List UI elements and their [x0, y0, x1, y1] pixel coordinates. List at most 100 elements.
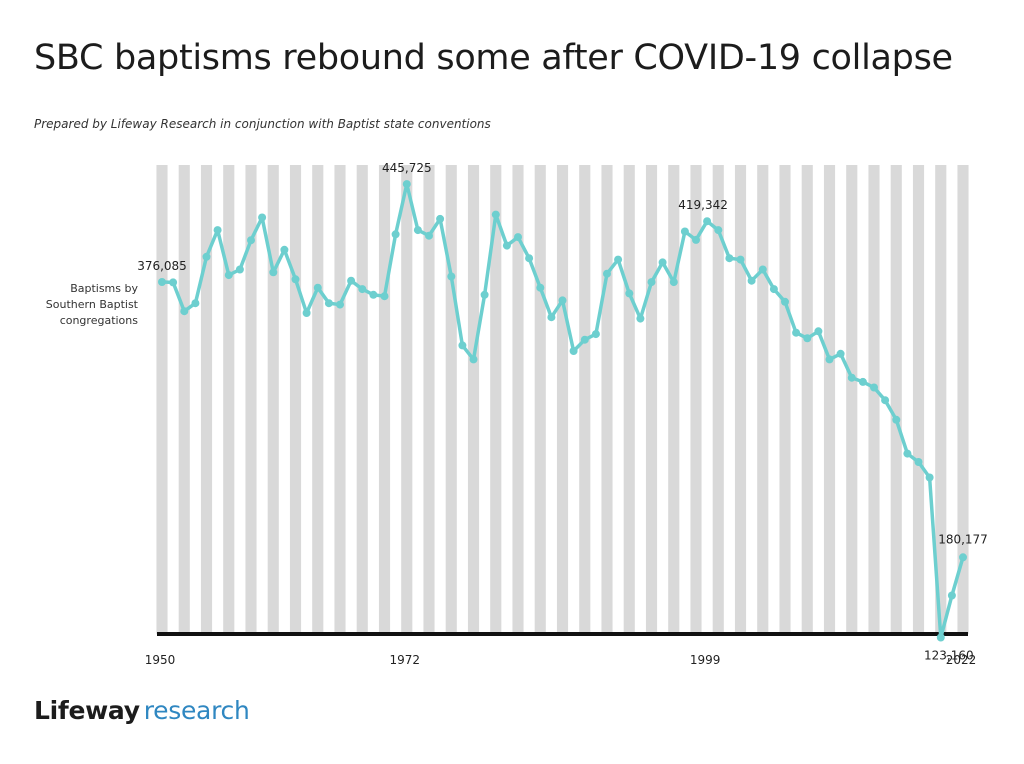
stripe-band	[556, 165, 569, 634]
logo-word-research: research	[143, 696, 250, 725]
data-point	[469, 355, 478, 364]
stripe-band	[534, 165, 546, 634]
x-tick-label: 1999	[690, 653, 721, 667]
data-point	[447, 272, 456, 281]
data-point	[625, 289, 634, 298]
data-point	[669, 278, 678, 287]
data-point	[903, 449, 912, 458]
data-labels: 376,085 445,725 419,342 123,160 180,177	[137, 161, 988, 662]
stripe-band	[957, 165, 969, 634]
data-point	[158, 278, 166, 286]
data-label: 180,177	[938, 532, 988, 546]
data-point	[358, 285, 367, 294]
stripe-band	[401, 165, 413, 634]
stripe-band	[890, 165, 902, 634]
data-point	[235, 265, 244, 274]
stripe-band	[779, 165, 791, 634]
series-label-line: Southern Baptist	[46, 298, 139, 311]
stripe-band	[668, 165, 680, 634]
data-point	[858, 377, 867, 386]
series-label-line: congregations	[60, 314, 139, 327]
data-point	[502, 241, 511, 250]
stripe-band	[200, 165, 213, 634]
data-point	[747, 276, 756, 285]
data-point	[769, 285, 778, 294]
stripe-band	[579, 165, 591, 634]
data-point	[280, 245, 289, 254]
stripe-bands	[156, 165, 969, 634]
data-point	[591, 330, 600, 339]
stripe-band	[601, 165, 613, 634]
stripe-band	[846, 165, 858, 634]
x-tick-labels: 1950 1972 1999 2022	[145, 653, 977, 667]
stripe-band	[645, 165, 658, 634]
stripe-band	[823, 165, 836, 634]
data-point	[636, 314, 645, 323]
data-point	[480, 290, 489, 299]
stripe-band	[757, 165, 769, 634]
series-label: Baptisms by Southern Baptist congregations	[46, 282, 139, 327]
stripe-band	[734, 165, 747, 634]
data-point	[580, 335, 589, 344]
series-label-line: Baptisms by	[70, 282, 138, 295]
data-point	[536, 283, 545, 292]
data-point	[781, 297, 789, 306]
stripe-band	[490, 165, 502, 634]
chart-subtitle: Prepared by Lifeway Research in conjunct…	[34, 117, 491, 131]
data-point	[825, 355, 834, 364]
data-point	[892, 415, 901, 424]
stripe-band	[690, 165, 702, 634]
data-label: 123,160	[924, 649, 974, 663]
stripe-band	[223, 165, 235, 634]
data-point	[425, 231, 433, 240]
data-point	[647, 278, 656, 287]
stripe-band	[334, 165, 346, 634]
stripe-band	[467, 165, 480, 634]
data-point	[959, 553, 967, 562]
x-tick-label: 1972	[390, 653, 421, 667]
data-point	[614, 255, 623, 264]
data-point	[413, 226, 422, 235]
data-point	[324, 299, 333, 308]
data-label: 376,085	[137, 259, 187, 273]
stripe-band	[245, 165, 257, 634]
stripe-band	[423, 165, 435, 634]
data-point	[714, 226, 723, 235]
stripe-band	[868, 165, 880, 634]
data-point	[569, 347, 578, 355]
data-label: 445,725	[382, 161, 432, 175]
data-point	[925, 473, 934, 482]
data-points	[158, 180, 967, 642]
data-point	[758, 265, 767, 274]
stripe-band	[912, 165, 925, 634]
logo-word-lifeway: Lifeway	[34, 696, 140, 725]
data-point	[814, 327, 823, 336]
data-point	[347, 276, 356, 285]
data-point	[658, 258, 667, 267]
data-point	[603, 269, 611, 278]
data-point	[402, 180, 411, 189]
data-point	[247, 236, 255, 245]
stripe-band	[712, 165, 724, 634]
data-point	[547, 313, 556, 322]
data-point	[558, 296, 567, 305]
chart-title: SBC baptisms rebound some after COVID-19…	[34, 38, 953, 78]
data-point	[870, 383, 878, 392]
stripe-band	[267, 165, 279, 634]
x-tick-label: 1950	[145, 653, 176, 667]
data-point	[180, 307, 189, 316]
data-point	[291, 275, 300, 284]
data-point	[369, 290, 378, 299]
data-point	[525, 254, 534, 263]
stripe-band	[801, 165, 813, 634]
data-point	[391, 230, 400, 239]
data-point	[258, 213, 267, 222]
stripe-band	[289, 165, 302, 634]
data-point	[191, 299, 200, 308]
data-point	[269, 268, 278, 277]
stripe-band	[512, 165, 524, 634]
data-point	[881, 396, 890, 405]
data-point	[736, 255, 745, 264]
data-point	[792, 328, 801, 337]
